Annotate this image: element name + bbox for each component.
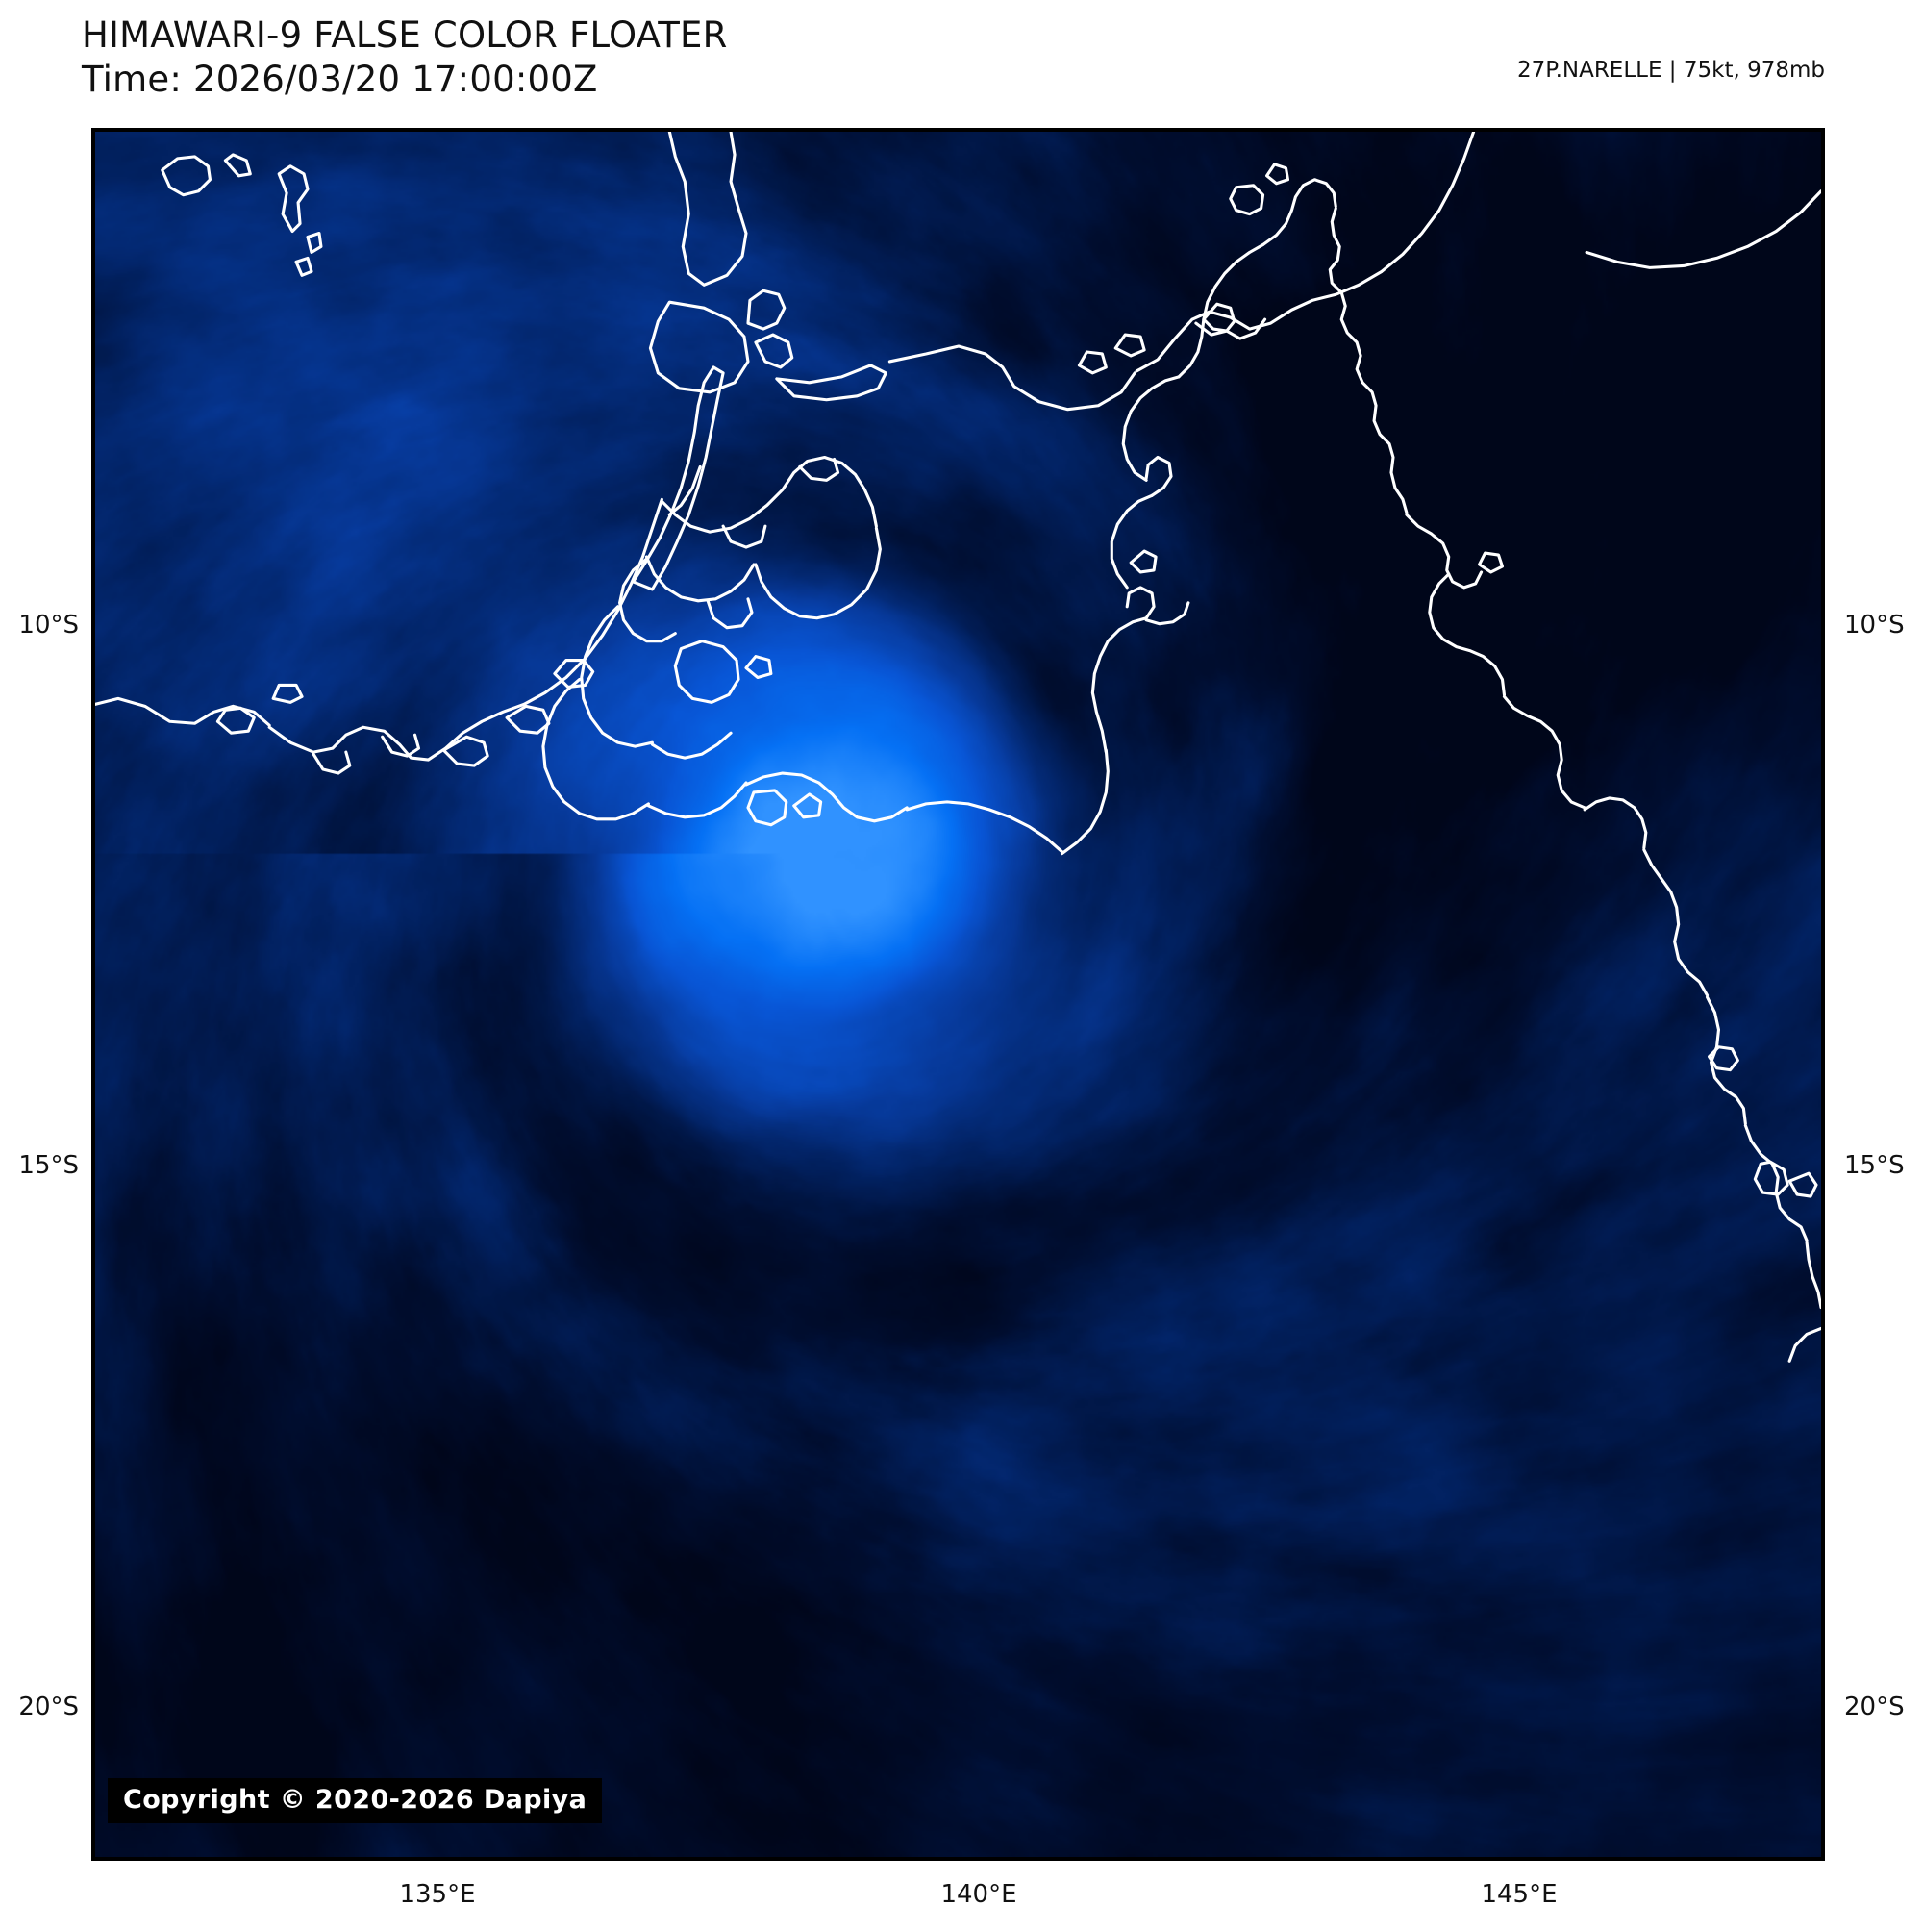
coastline-gulf-sw-a bbox=[620, 559, 676, 641]
coastline-nt-west bbox=[95, 698, 269, 725]
coastline-aru-detail bbox=[748, 290, 785, 329]
coastline-nt-south bbox=[543, 679, 649, 818]
coastline-arnhem-goulburn bbox=[443, 737, 487, 765]
coastline-cape-york-west bbox=[1092, 618, 1146, 752]
coastline-cyp-tip bbox=[1263, 180, 1336, 245]
copyright-banner: Copyright © 2020-2026 Dapiya bbox=[108, 1778, 603, 1823]
coastline-arnhem-inlet-a bbox=[313, 752, 350, 773]
coastline-northern-arc bbox=[669, 132, 746, 285]
coastline-nt-island-melville bbox=[217, 708, 254, 733]
coastline-png-south-a bbox=[777, 365, 886, 400]
coastline-sir-edward-pellew bbox=[748, 790, 787, 825]
lat-label-left-0: 10°S bbox=[18, 611, 79, 640]
coastline-cyp-west-b bbox=[1146, 603, 1188, 624]
page-title: HIMAWARI-9 FALSE COLOR FLOATER bbox=[82, 14, 728, 56]
coastline-png-bight bbox=[1196, 319, 1265, 339]
coastline-groote-eylandt bbox=[675, 641, 738, 703]
coastline-png-ne bbox=[1136, 132, 1473, 371]
coastline-nt-qld-border-coast bbox=[746, 773, 907, 821]
coastline-arnhem-se bbox=[756, 528, 880, 618]
coastline-far-east-shelf bbox=[1789, 1328, 1821, 1361]
lon-label-bottom-0: 135°E bbox=[399, 1880, 476, 1909]
lat-label-right-2: 20°S bbox=[1844, 1693, 1905, 1721]
coastline-arnhem-inlet-b bbox=[383, 735, 419, 756]
coastline-island-chain-c bbox=[308, 234, 321, 253]
coastline-aru-south bbox=[756, 335, 792, 367]
coastline-cyp-west-e bbox=[1179, 244, 1263, 376]
coastline-wessel-detail bbox=[669, 466, 700, 514]
coastline-arnhem-coast bbox=[269, 499, 662, 760]
coastline-qld-east-b bbox=[1708, 997, 1746, 1123]
coastline-cyp-west-d bbox=[1123, 377, 1179, 481]
coastline-overlay bbox=[95, 132, 1821, 1857]
coastline-blue-mud-bay bbox=[708, 599, 752, 628]
coastline-island-chain-d bbox=[296, 258, 312, 275]
coastline-borroloola bbox=[648, 783, 746, 817]
coastline-cairns-coast bbox=[1504, 696, 1585, 807]
coastline-cyp-east-b bbox=[1407, 514, 1482, 588]
coastline-qld-east-a bbox=[1644, 850, 1708, 995]
coastline-nt-island-small bbox=[273, 685, 302, 702]
coastline-arnhem-bay bbox=[723, 526, 765, 547]
coastline-png-island-y bbox=[1115, 335, 1144, 356]
coastline-gulf-sw-b bbox=[582, 607, 653, 746]
coastline-cooktown-islet bbox=[1480, 553, 1503, 572]
coastline-gove bbox=[800, 459, 838, 480]
coastline-arnhem-east bbox=[662, 457, 876, 532]
coastline-torres-islet bbox=[1267, 164, 1288, 184]
coastline-aru-islands bbox=[650, 302, 748, 392]
lat-label-left-2: 20°S bbox=[18, 1693, 79, 1721]
coastline-wessel-islands bbox=[634, 367, 724, 590]
coastline-cyp-east-c bbox=[1430, 574, 1505, 694]
coastline-groote-small bbox=[746, 657, 771, 678]
coastline-cyp-tip-inlet bbox=[1204, 304, 1235, 331]
coastline-cyp-east-a bbox=[1330, 209, 1407, 514]
lon-label-bottom-2: 145°E bbox=[1481, 1880, 1558, 1909]
coastline-thursday-island bbox=[1231, 186, 1263, 214]
coastline-island-chain-b bbox=[279, 166, 308, 232]
coastline-qld-island-b bbox=[1789, 1173, 1816, 1196]
coastline-pellew-b bbox=[794, 794, 821, 817]
coastline-png-south-b bbox=[889, 346, 1135, 410]
coastline-arnhem-elcho bbox=[555, 661, 593, 688]
coastline-cyp-west-c bbox=[1111, 495, 1152, 588]
coastline-arnhem-croker bbox=[507, 706, 549, 733]
coastline-cyp-inlet-small bbox=[1131, 551, 1156, 572]
coastline-png-far-ne bbox=[1586, 191, 1821, 268]
lat-label-right-0: 10°S bbox=[1844, 611, 1905, 640]
coastline-karumba bbox=[1062, 750, 1109, 854]
satellite-map-panel[interactable]: Copyright © 2020-2026 Dapiya bbox=[91, 128, 1825, 1861]
lon-label-bottom-1: 140°E bbox=[940, 1880, 1017, 1909]
coastline-tanimbar-islands bbox=[162, 157, 211, 195]
timestamp-label: Time: 2026/03/20 17:00:00Z bbox=[82, 59, 598, 100]
coastline-gulf-south bbox=[907, 802, 1061, 852]
satellite-imagery-canvas bbox=[95, 132, 1821, 1857]
coastline-png-island-x bbox=[1079, 352, 1106, 373]
coastline-townsville-coast bbox=[1585, 798, 1646, 848]
coastline-small-island-a bbox=[225, 155, 250, 176]
coastline-qld-island-a bbox=[1755, 1162, 1787, 1194]
lat-label-left-1: 15°S bbox=[18, 1151, 79, 1180]
storm-info-label: 27P.NARELLE | 75kt, 978mb bbox=[1517, 58, 1825, 83]
coastline-limmen-bight bbox=[652, 733, 731, 758]
coastline-weipa-inlet bbox=[1127, 588, 1154, 618]
coastline-qld-east-c bbox=[1745, 1125, 1807, 1240]
coastline-cyp-archer bbox=[1146, 457, 1171, 495]
lat-label-right-1: 15°S bbox=[1844, 1151, 1905, 1180]
coastline-gulf-west bbox=[646, 557, 754, 601]
coastline-whitsunday-a bbox=[1710, 1047, 1738, 1070]
coastline-qld-east-d bbox=[1807, 1242, 1821, 1308]
header-title-block: HIMAWARI-9 FALSE COLOR FLOATER Time: 202… bbox=[82, 17, 728, 106]
